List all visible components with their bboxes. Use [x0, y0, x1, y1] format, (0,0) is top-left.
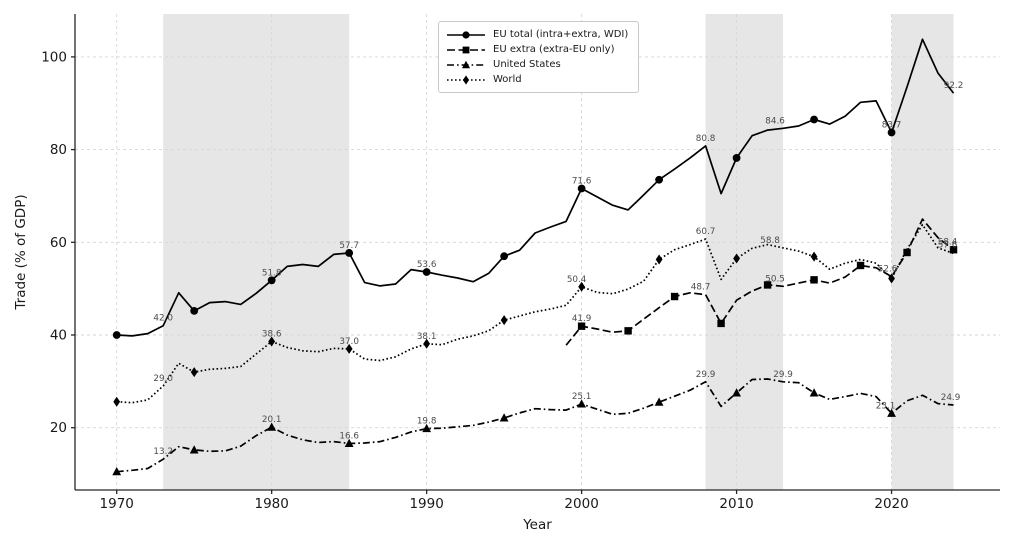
diamond-marker-icon [462, 74, 470, 85]
annotation-label: 29.9 [773, 370, 793, 380]
tick-labels: 20 40 60 80 100 1970 1980 1990 2000 2010 2020 [41, 49, 909, 512]
annotation-label: 37.0 [339, 337, 359, 347]
shaded-band [705, 14, 784, 490]
legend-item-eu-extra-extra-eu-only: EU extra (extra-EU only) [446, 42, 628, 57]
annotation-label: 24.9 [941, 393, 961, 403]
square-marker-icon [462, 46, 470, 53]
annotation-label: 23.1 [876, 401, 896, 411]
x-tick-label: 1970 [100, 496, 134, 512]
annotation-label: 38.6 [262, 329, 282, 339]
legend-sample-dashdot-line [447, 60, 485, 68]
y-tick-label: 20 [50, 420, 67, 436]
annotation-label: 53.6 [417, 260, 437, 270]
legend-item-world: World [446, 72, 628, 87]
series-markers-eu-extra-extra-eu-only [577, 246, 958, 335]
legend-sample-dotted-line [447, 74, 485, 85]
annotation-label: 92.2 [944, 81, 964, 91]
annotation-label: 51.8 [262, 268, 282, 278]
annotation-label: 29.9 [696, 370, 716, 380]
annotation-label: 57.7 [339, 241, 359, 251]
annotation-label: 19.8 [417, 417, 437, 427]
triangle-marker-icon [462, 60, 470, 68]
annotation-label: 83.7 [882, 120, 902, 130]
legend-label: World [493, 74, 522, 85]
legend-label: United States [493, 59, 561, 70]
x-tick-label: 2000 [564, 496, 598, 512]
annotation-label: 80.8 [696, 134, 716, 144]
annotation-label: 71.6 [572, 177, 592, 187]
annotation-label: 52.6 [878, 265, 898, 275]
series-markers-world [113, 251, 895, 407]
x-tick-label: 1990 [409, 496, 443, 512]
series-markers-united-states [112, 388, 896, 476]
annotation-label: 13.2 [153, 447, 173, 457]
annotation-label: 38.1 [417, 332, 437, 342]
series-markers-eu-total-intra-extra-wdi [112, 115, 896, 339]
annotation-label: 20.1 [262, 415, 282, 425]
annotation-label: 50.4 [567, 275, 587, 285]
x-tick-label: 2020 [874, 496, 908, 512]
legend-sample-solid-line [447, 30, 485, 39]
annotation-label: 50.5 [765, 274, 785, 284]
annotation-label: 16.6 [339, 431, 359, 441]
shaded-band [891, 14, 954, 490]
annotation-label: 58.8 [760, 236, 780, 246]
y-axis-label: Trade (% of GDP) [13, 194, 29, 310]
x-tick-label: 2010 [719, 496, 753, 512]
annotation-label: 48.7 [691, 283, 711, 293]
y-tick-label: 40 [50, 328, 67, 344]
annotation-label: 57.6 [938, 240, 958, 250]
y-tick-label: 100 [41, 49, 67, 65]
annotation-label: 58.4 [938, 238, 958, 248]
annotation-label: 42.0 [153, 314, 173, 324]
data-labels: 42.0 51.8 57.7 53.6 71.6 80.8 84.6 83.7 92.2 41.9… [153, 81, 963, 457]
series-line-united-states [116, 378, 954, 473]
legend-label: EU extra (extra-EU only) [493, 44, 615, 55]
y-tick-label: 60 [50, 235, 67, 251]
legend-item-united-states: United States [446, 57, 628, 72]
legend-label: EU total (intra+extra, WDI) [493, 29, 629, 40]
legend: EU total (intra+extra, WDI) EU extra (ext… [438, 21, 640, 93]
annotation-label: 60.7 [696, 227, 716, 237]
annotation-label: 25.1 [572, 392, 592, 402]
legend-item-eu-total-intra-extra-wdi: EU total (intra+extra, WDI) [446, 27, 628, 42]
annotation-label: 41.9 [572, 314, 592, 324]
legend-sample-dashed-line [447, 46, 485, 53]
y-tick-label: 80 [50, 142, 67, 158]
shaded-band [163, 14, 350, 490]
circle-marker-icon [462, 30, 470, 39]
annotation-label: 29.0 [153, 374, 173, 384]
annotation-label: 84.6 [765, 116, 785, 126]
x-tick-label: 1980 [254, 496, 288, 512]
recession-bands [163, 14, 954, 490]
axes [71, 14, 1000, 494]
x-axis-label: Year [522, 517, 552, 533]
